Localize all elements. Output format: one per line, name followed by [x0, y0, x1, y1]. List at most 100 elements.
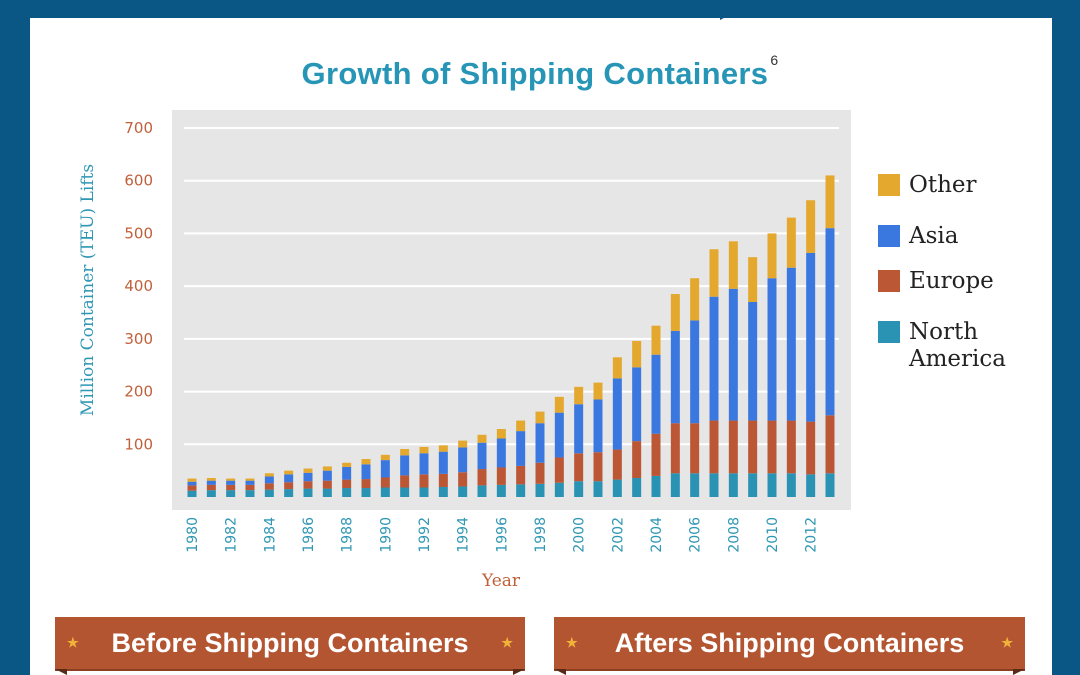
bar-europe: [632, 441, 642, 479]
bar-asia: [535, 423, 545, 463]
bar-stack-2003: [632, 340, 642, 497]
bar-stack-2011: [786, 217, 796, 497]
x-tick-label: 1992: [417, 517, 433, 553]
y-axis-label: Million Container (TEU) Lifts: [78, 164, 98, 416]
banner-fold: [55, 669, 67, 675]
bar-stack-2013: [825, 175, 835, 497]
bar-europe: [322, 480, 332, 489]
star-icon: ★: [501, 635, 513, 650]
bar-stack-1987: [322, 466, 332, 497]
bars: [187, 175, 835, 497]
title-footnote: 6: [770, 52, 779, 68]
y-axis-ticks: 100 200 300 400 500 600 700: [124, 119, 153, 453]
bar-other: [477, 434, 487, 443]
x-tick-label: 1996: [494, 517, 510, 553]
bar-north-america: [284, 489, 294, 497]
legend-swatch-europe: [878, 270, 900, 292]
bar-stack-1982: [226, 478, 236, 497]
y-tick-label: 700: [124, 119, 153, 137]
bar-other: [728, 241, 738, 289]
bar-europe: [554, 457, 564, 483]
bar-north-america: [322, 488, 332, 497]
bar-other: [187, 478, 197, 482]
x-tick-label: 1986: [301, 517, 317, 553]
bar-asia: [806, 252, 816, 422]
bar-north-america: [632, 478, 642, 497]
bar-stack-1985: [284, 470, 294, 497]
bar-other: [806, 200, 816, 253]
bar-other: [438, 445, 448, 452]
bar-europe: [419, 474, 429, 488]
bar-north-america: [226, 490, 236, 497]
y-tick-label: 400: [124, 277, 153, 295]
bar-asia: [574, 404, 584, 454]
banner-fold: [1013, 669, 1025, 675]
bar-north-america: [187, 490, 197, 497]
bar-other: [245, 478, 255, 481]
bar-other: [284, 470, 294, 475]
bar-other: [400, 449, 410, 456]
bar-north-america: [690, 473, 700, 497]
bar-other: [690, 278, 700, 321]
bar-europe: [187, 485, 197, 491]
bar-asia: [187, 481, 197, 486]
bar-europe: [806, 421, 816, 475]
x-tick-label: 2010: [765, 517, 781, 553]
bar-other: [632, 340, 642, 368]
frame-notch: [720, 0, 758, 20]
bar-north-america: [380, 487, 390, 497]
bar-asia: [632, 367, 642, 442]
bar-europe: [496, 467, 506, 485]
bar-north-america: [438, 486, 448, 497]
x-axis-label: Year: [481, 571, 521, 591]
bar-north-america: [458, 486, 468, 497]
bar-asia: [400, 455, 410, 476]
bar-europe: [477, 469, 487, 486]
bar-stack-2002: [612, 357, 622, 497]
legend-label-north-america: North America: [909, 319, 1006, 372]
bar-stack-2007: [709, 249, 719, 497]
bar-north-america: [651, 475, 661, 497]
x-tick-label: 2002: [610, 517, 626, 553]
star-icon: ★: [67, 635, 79, 650]
bar-other: [380, 454, 390, 461]
bar-stack-1988: [342, 462, 352, 497]
banner-fold: [513, 669, 525, 675]
bar-asia: [361, 464, 371, 480]
bar-stack-1999: [554, 396, 564, 497]
bar-asia: [245, 480, 255, 485]
bar-north-america: [245, 490, 255, 497]
bar-other: [670, 294, 680, 331]
bar-europe: [728, 420, 738, 474]
legend-swatch-north-america: [878, 321, 900, 343]
bar-other: [458, 440, 468, 448]
bar-north-america: [303, 488, 313, 497]
bar-europe: [400, 475, 410, 488]
bar-north-america: [728, 473, 738, 497]
bar-europe: [303, 481, 313, 489]
bar-other: [748, 257, 758, 302]
bar-north-america: [516, 484, 526, 497]
banner-before-label: Before Shipping Containers: [111, 628, 469, 658]
bar-other: [496, 428, 506, 439]
bar-europe: [380, 477, 390, 488]
bar-other: [825, 175, 835, 229]
bar-europe: [825, 415, 835, 474]
bar-north-america: [206, 490, 216, 497]
bar-north-america: [806, 474, 816, 497]
bar-europe: [284, 482, 294, 490]
x-tick-label: 2012: [804, 517, 820, 553]
bar-asia: [728, 288, 738, 421]
x-tick-label: 2008: [726, 517, 742, 553]
bar-asia: [554, 412, 564, 458]
bar-north-america: [554, 482, 564, 497]
x-tick-label: 1980: [185, 517, 201, 553]
bar-stack-1998: [535, 411, 545, 497]
bar-stack-2010: [767, 233, 777, 497]
bar-europe: [245, 484, 255, 491]
x-tick-label: 1994: [456, 517, 472, 553]
bar-other: [767, 233, 777, 279]
bar-europe: [342, 479, 352, 489]
bar-europe: [264, 483, 274, 490]
